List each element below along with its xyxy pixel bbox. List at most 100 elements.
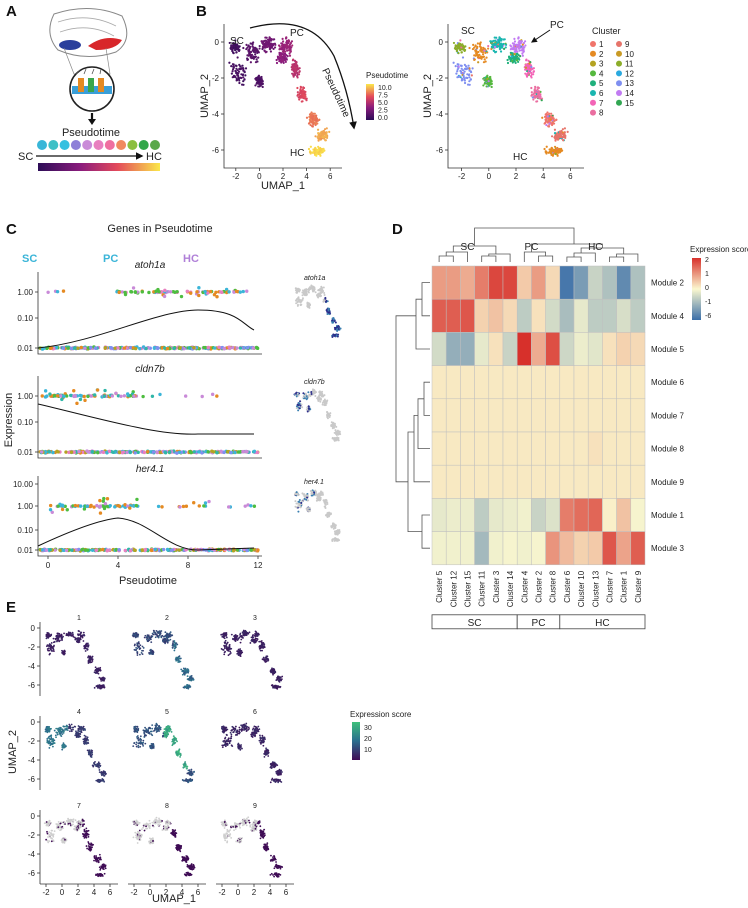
module-umap-point bbox=[50, 647, 52, 649]
mini-umap-point bbox=[337, 530, 340, 533]
module-umap-point bbox=[175, 659, 178, 662]
expression-dot bbox=[255, 450, 260, 455]
umap-cluster-point bbox=[555, 118, 558, 121]
umap-point bbox=[286, 42, 290, 45]
heatmap-cell bbox=[531, 431, 546, 466]
expression-dot bbox=[77, 547, 81, 552]
pseudotime-legend-tick: 2.5 bbox=[378, 108, 388, 115]
heatmap-col-label: Cluster 2 bbox=[535, 570, 544, 603]
umap-point bbox=[328, 130, 331, 133]
dendrogram-group-label: PC bbox=[524, 242, 538, 253]
umap-cluster-point bbox=[536, 88, 539, 91]
heatmap-cell bbox=[460, 531, 475, 566]
y-tick-label: -2 bbox=[436, 74, 444, 83]
module-umap-point bbox=[135, 649, 138, 651]
umap-point bbox=[251, 49, 254, 52]
umap-point bbox=[234, 64, 237, 67]
expression-dot bbox=[85, 548, 90, 552]
umap-point bbox=[310, 121, 313, 124]
umap-point bbox=[285, 45, 289, 48]
heatmap-cell bbox=[630, 365, 646, 400]
mini-umap-point bbox=[319, 397, 322, 400]
expression-dot bbox=[238, 346, 243, 350]
umap-cluster-point bbox=[532, 93, 535, 96]
cluster-legend-label: 9 bbox=[625, 40, 630, 49]
cluster-legend-dot bbox=[616, 60, 622, 67]
expression-dot bbox=[117, 290, 121, 295]
module-umap-point bbox=[133, 648, 136, 651]
umap-point bbox=[262, 40, 265, 43]
panel-c-ylabel: Expression bbox=[3, 393, 15, 447]
umap-cluster-point bbox=[519, 40, 522, 43]
umap-point bbox=[275, 58, 278, 62]
mini-umap-point bbox=[323, 399, 326, 402]
umap-point bbox=[228, 41, 231, 45]
umap-cluster-point bbox=[501, 45, 504, 48]
umap-cluster-point bbox=[548, 150, 551, 153]
panel-c-hc: HC bbox=[183, 253, 199, 265]
heatmap-col-label: Cluster 6 bbox=[563, 570, 572, 603]
br-hc-label: HC bbox=[513, 152, 527, 163]
umap-point bbox=[316, 149, 319, 152]
expression-dot bbox=[233, 450, 237, 455]
umap-cluster-point bbox=[543, 147, 546, 151]
expression-dot bbox=[161, 547, 166, 552]
heatmap-cell bbox=[602, 265, 617, 300]
cluster-legend-label: 7 bbox=[599, 99, 604, 108]
expression-dot bbox=[61, 346, 66, 351]
y-tick-label: 0 bbox=[215, 38, 220, 47]
umap-point bbox=[317, 132, 320, 135]
umap-point bbox=[307, 122, 311, 125]
umap-point bbox=[293, 59, 297, 62]
module-umap-point bbox=[163, 637, 166, 640]
module-umap-point bbox=[187, 678, 190, 680]
expression-dot bbox=[48, 507, 53, 512]
expression-dot bbox=[121, 450, 126, 454]
mini-umap-point bbox=[334, 526, 337, 529]
umap-point bbox=[304, 95, 307, 98]
module-umap-point bbox=[147, 635, 150, 638]
umap-point bbox=[292, 58, 295, 61]
mini-umap-point bbox=[317, 288, 320, 291]
umap-cluster-point bbox=[534, 94, 537, 97]
umap-cluster-point bbox=[491, 46, 494, 49]
mini-umap-anchor bbox=[290, 474, 294, 478]
umap-point bbox=[305, 99, 308, 102]
umap-cluster-point bbox=[566, 130, 569, 133]
expression-dot bbox=[175, 289, 179, 294]
umap-point bbox=[301, 91, 305, 94]
module-umap-point bbox=[98, 676, 101, 679]
umap-cluster-point bbox=[532, 98, 535, 101]
bl-sc-label: SC bbox=[230, 36, 244, 47]
module-umap-point bbox=[93, 686, 96, 689]
expression-dot bbox=[98, 511, 103, 515]
module-umap-point bbox=[137, 645, 139, 648]
expression-dot bbox=[227, 345, 231, 349]
umap-point bbox=[319, 148, 323, 151]
expression-dot bbox=[128, 345, 133, 350]
umap-point bbox=[317, 152, 320, 156]
expression-dot bbox=[80, 547, 84, 552]
mini-umap-point bbox=[333, 539, 336, 542]
umap-point bbox=[235, 77, 238, 81]
umap-cluster-point bbox=[558, 130, 561, 133]
module-umap-point bbox=[47, 649, 50, 652]
module-umap-point bbox=[134, 636, 137, 639]
umap-cluster-point bbox=[458, 75, 461, 78]
panel-a-cluster-dots bbox=[37, 140, 160, 150]
expression-dot bbox=[220, 290, 224, 295]
expression-dot bbox=[192, 500, 196, 505]
expression-dot bbox=[141, 394, 145, 399]
heatmap-cell bbox=[559, 498, 575, 532]
umap-cluster-point bbox=[468, 46, 471, 50]
umap-point bbox=[237, 74, 240, 78]
module-umap-point bbox=[74, 637, 77, 640]
expression-dot bbox=[66, 346, 70, 350]
umap-point bbox=[256, 60, 259, 63]
expression-dot bbox=[73, 346, 77, 350]
umap-point bbox=[248, 52, 251, 55]
mini-umap-point bbox=[326, 399, 329, 402]
expression-dot bbox=[157, 289, 161, 294]
mini-umap-gene: cldn7b bbox=[304, 379, 325, 386]
